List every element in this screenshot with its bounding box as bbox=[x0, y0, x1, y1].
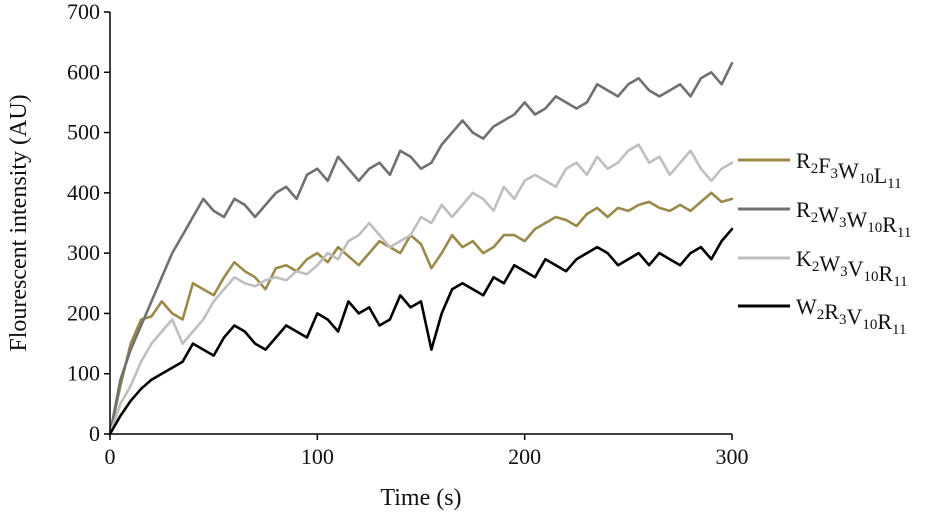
x-axis-ticks: 0 100 200 300 bbox=[105, 434, 749, 469]
y-axis-title: Flourescent intensity (AU) bbox=[6, 94, 32, 351]
y-tick-label: 0 bbox=[89, 421, 100, 446]
series-line-2 bbox=[108, 143, 734, 436]
x-tick-label: 300 bbox=[716, 444, 749, 469]
series-line-0 bbox=[108, 191, 734, 436]
x-tick-label: 200 bbox=[508, 444, 541, 469]
y-tick-label: 700 bbox=[67, 0, 100, 24]
legend-label-0: R2F3W10L11 bbox=[796, 148, 902, 192]
x-tick-label: 0 bbox=[105, 444, 116, 469]
y-tick-label: 500 bbox=[67, 120, 100, 145]
y-tick-label: 200 bbox=[67, 300, 100, 325]
y-tick-label: 100 bbox=[67, 361, 100, 386]
series-line-3 bbox=[108, 227, 734, 436]
plot-area bbox=[108, 61, 734, 436]
y-tick-label: 400 bbox=[67, 180, 100, 205]
legend-label-2: K2W3V10R11 bbox=[796, 246, 908, 290]
y-axis-ticks: 0 100 200 300 400 500 600 700 bbox=[67, 0, 110, 446]
legend-label-3: W2R3V10R11 bbox=[796, 294, 906, 338]
series-line-1 bbox=[108, 61, 734, 436]
x-tick-label: 100 bbox=[301, 444, 334, 469]
axes: 0 100 200 300 0 100 200 300 400 500 600 700 bbox=[67, 0, 749, 469]
legend-label-1: R2W3W10R11 bbox=[796, 197, 911, 241]
y-tick-label: 600 bbox=[67, 59, 100, 84]
y-tick-label: 300 bbox=[67, 240, 100, 265]
x-axis-title: Time (s) bbox=[380, 485, 461, 511]
